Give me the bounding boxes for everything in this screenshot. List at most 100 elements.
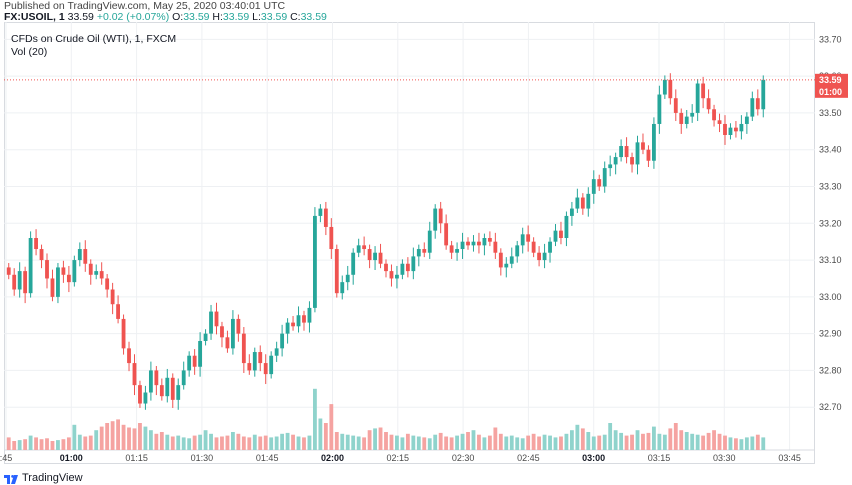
candle-body: [274, 348, 279, 356]
volume-bar: [509, 435, 514, 450]
candle-body: [110, 289, 115, 305]
candle-body: [356, 245, 361, 253]
last-price: 33.59: [67, 11, 94, 23]
candle-body: [116, 304, 120, 319]
volume-bar: [143, 426, 148, 450]
candle-body: [154, 370, 159, 386]
candle-body: [313, 215, 317, 308]
candle-body: [296, 315, 301, 327]
volume-legend: Vol (20): [11, 46, 48, 58]
x-tick-label: 02:15: [387, 453, 410, 463]
volume-bar: [187, 438, 192, 450]
candle-body: [449, 245, 454, 253]
volume-bar: [220, 436, 224, 450]
volume-bar: [291, 434, 295, 450]
y-tick-label: 33.20: [819, 218, 842, 228]
volume-bar: [466, 432, 470, 450]
plot-frame[interactable]: [4, 22, 815, 464]
candle-body: [17, 271, 22, 290]
volume-bar: [559, 436, 563, 450]
volume-bar: [351, 435, 356, 450]
volume-bar: [329, 404, 334, 450]
volume-bar: [712, 430, 716, 450]
x-tick-label: 01:45: [256, 453, 279, 463]
x-tick-label: :45: [0, 453, 12, 463]
candle-body: [56, 267, 60, 297]
volume-bar: [531, 433, 536, 450]
volume-bar: [258, 436, 263, 450]
candle-body: [258, 352, 263, 364]
candle-body: [537, 252, 542, 261]
volume-bar: [662, 434, 667, 450]
candle-body: [761, 79, 766, 110]
candle-body: [323, 208, 328, 227]
volume-bar: [641, 433, 645, 450]
candle-body: [712, 109, 716, 121]
volume-bar: [56, 440, 60, 450]
volume-bar: [515, 437, 520, 450]
candle-body: [460, 241, 465, 250]
candle-body: [416, 249, 421, 257]
volume-bar: [83, 436, 88, 450]
volume-bar: [318, 418, 323, 450]
close-label: C:: [290, 11, 301, 23]
candle-body: [641, 142, 645, 150]
volume-bar: [608, 423, 613, 450]
candle-body: [236, 318, 241, 334]
volume-bar: [6, 437, 11, 450]
volume-bar: [728, 437, 733, 450]
y-tick-label: 32.80: [819, 365, 842, 375]
volume-bar: [624, 435, 629, 450]
candle-body: [613, 157, 618, 165]
x-tick-label: 02:45: [517, 453, 540, 463]
candle-body: [198, 341, 203, 367]
candle-body: [192, 355, 197, 367]
volume-bar: [635, 430, 640, 450]
candle-body: [553, 230, 558, 242]
candle-body: [307, 307, 312, 323]
candle-body: [165, 377, 170, 397]
volume-bar: [597, 435, 602, 450]
x-tick-label: 03:00: [582, 453, 605, 463]
volume-bar: [384, 432, 388, 450]
tradingview-brand: TradingView: [22, 471, 83, 484]
volume-bar: [296, 436, 301, 450]
candle-body: [362, 245, 367, 250]
candle-body: [471, 241, 476, 246]
candle-body: [466, 241, 470, 246]
candle-body: [564, 215, 569, 238]
price-tag-countdown: 01:00: [819, 87, 842, 97]
time-axis: :45 01:00 01:15 01:30 01:45 02:00 02:15 02:30 02…: [0, 453, 801, 463]
volume-bar: [209, 433, 213, 450]
volume-bar: [498, 433, 503, 450]
x-tick-label: 02:00: [321, 453, 344, 463]
volume-bar: [460, 433, 465, 450]
candle-body: [728, 127, 733, 135]
candle-body: [225, 337, 230, 349]
candle-body: [520, 234, 525, 246]
low-label: L:: [252, 11, 261, 23]
volume-bar: [203, 430, 208, 450]
candle-body: [624, 146, 629, 158]
y-tick-label: 32.90: [819, 329, 842, 339]
footer-brand[interactable]: TradingView: [4, 470, 83, 485]
candle-body: [148, 370, 153, 393]
candle-body: [159, 385, 164, 397]
candle-body: [427, 230, 432, 253]
candle-body: [389, 271, 394, 279]
volume-bar: [66, 437, 71, 450]
ohlc-line: FX:USOIL, 1 33.59 +0.02 (+0.07%) O:33.59…: [4, 11, 327, 23]
volume-bar: [12, 441, 17, 450]
candle-body: [531, 241, 536, 253]
volume-bar: [138, 423, 142, 450]
candle-body: [61, 267, 66, 275]
volume-bar: [313, 388, 317, 450]
volume-bar: [761, 437, 766, 450]
candle-body: [214, 311, 219, 327]
price-tag: 33.59 01:00: [815, 73, 848, 98]
volume-bar: [695, 434, 700, 450]
chart-legend-title: CFDs on Crude Oil (WTI), 1, FXCM: [11, 33, 177, 45]
candle-body: [285, 322, 290, 334]
grid-lines: [4, 22, 815, 451]
